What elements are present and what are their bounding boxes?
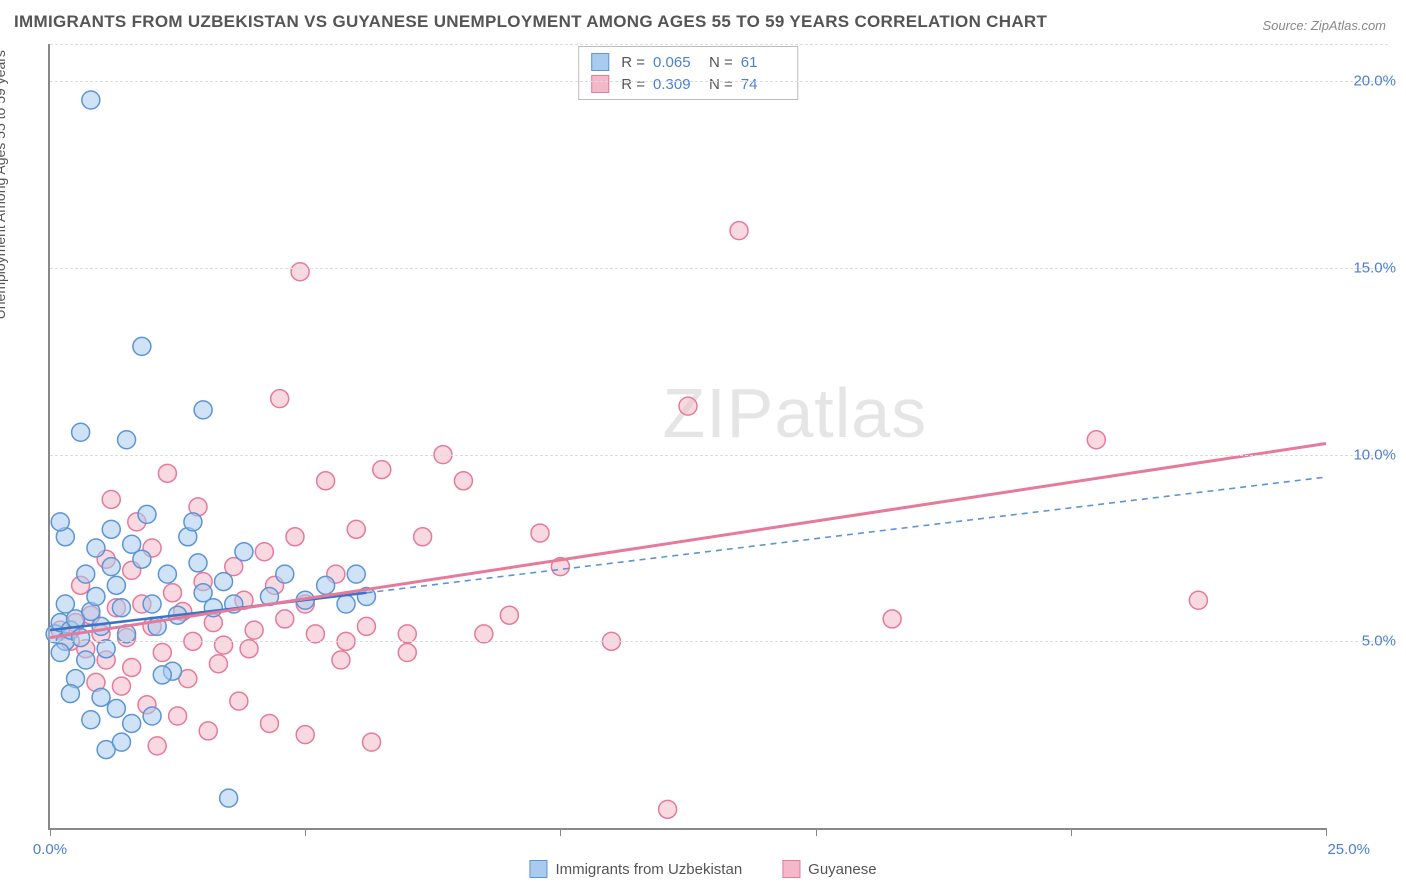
x-axis-max-label: 25.0% bbox=[1327, 841, 1370, 858]
x-axis-min-label: 0.0% bbox=[33, 841, 67, 858]
stats-legend-box: R = 0.065 N = 61 R = 0.309 N = 74 bbox=[578, 46, 798, 100]
stat-r-label-2: R = bbox=[621, 76, 645, 93]
chart-container: IMMIGRANTS FROM UZBEKISTAN VS GUYANESE U… bbox=[0, 0, 1406, 892]
stat-n-value-1: 61 bbox=[741, 54, 785, 71]
y-axis-label: Unemployment Among Ages 55 to 59 years bbox=[0, 50, 8, 319]
swatch-series2 bbox=[591, 75, 609, 93]
y-tick-label: 15.0% bbox=[1353, 260, 1396, 277]
plot-area: ZIPatlas R = 0.065 N = 61 R = 0.309 N = … bbox=[48, 44, 1326, 830]
scatter-plot-svg bbox=[50, 44, 1326, 828]
stat-r-label: R = bbox=[621, 54, 645, 71]
y-tick-label: 5.0% bbox=[1362, 633, 1396, 650]
stat-n-label-2: N = bbox=[709, 76, 733, 93]
y-tick-label: 20.0% bbox=[1353, 73, 1396, 90]
stat-r-value-2: 0.309 bbox=[653, 76, 697, 93]
legend-item-series1: Immigrants from Uzbekistan bbox=[529, 860, 742, 878]
stat-n-value-2: 74 bbox=[741, 76, 785, 93]
source-label: Source: ZipAtlas.com bbox=[1262, 18, 1386, 33]
legend-label-series2: Guyanese bbox=[808, 861, 876, 878]
stats-row-series2: R = 0.309 N = 74 bbox=[591, 73, 785, 95]
stats-row-series1: R = 0.065 N = 61 bbox=[591, 51, 785, 73]
legend-item-series2: Guyanese bbox=[782, 860, 876, 878]
legend-swatch-series2 bbox=[782, 860, 800, 878]
stat-n-label: N = bbox=[709, 54, 733, 71]
swatch-series1 bbox=[591, 53, 609, 71]
chart-title: IMMIGRANTS FROM UZBEKISTAN VS GUYANESE U… bbox=[14, 12, 1047, 32]
y-tick-label: 10.0% bbox=[1353, 446, 1396, 463]
legend-label-series1: Immigrants from Uzbekistan bbox=[555, 861, 742, 878]
stat-r-value-1: 0.065 bbox=[653, 54, 697, 71]
legend-swatch-series1 bbox=[529, 860, 547, 878]
x-axis-legend: Immigrants from Uzbekistan Guyanese bbox=[529, 860, 876, 878]
